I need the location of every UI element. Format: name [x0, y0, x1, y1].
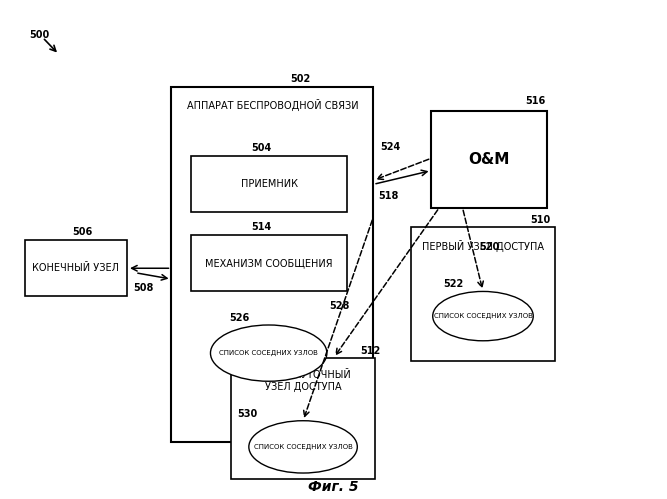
- Text: СПИСОК СОСЕДНИХ УЗЛОВ: СПИСОК СОСЕДНИХ УЗЛОВ: [253, 444, 353, 450]
- Text: АППАРАТ БЕСПРОВОДНОЙ СВЯЗИ: АППАРАТ БЕСПРОВОДНОЙ СВЯЗИ: [187, 99, 358, 111]
- Ellipse shape: [211, 325, 327, 381]
- Text: 526: 526: [229, 312, 249, 322]
- Text: МЕХАНИЗМ СООБЩЕНИЯ: МЕХАНИЗМ СООБЩЕНИЯ: [205, 258, 333, 268]
- FancyBboxPatch shape: [191, 156, 347, 213]
- FancyBboxPatch shape: [191, 235, 347, 291]
- Text: 500: 500: [29, 30, 49, 40]
- FancyBboxPatch shape: [231, 358, 375, 479]
- Text: 512: 512: [360, 346, 380, 356]
- Text: 502: 502: [291, 74, 311, 84]
- Text: СПИСОК СОСЕДНИХ УЗЛОВ: СПИСОК СОСЕДНИХ УЗЛОВ: [219, 350, 318, 356]
- FancyBboxPatch shape: [432, 111, 547, 208]
- Text: 518: 518: [378, 191, 399, 201]
- Ellipse shape: [249, 421, 358, 473]
- Text: ПЕРВЫЙ УЗЕЛ ДОСТУПА: ПЕРВЫЙ УЗЕЛ ДОСТУПА: [422, 240, 544, 251]
- Text: 514: 514: [251, 222, 271, 232]
- Text: 528: 528: [329, 301, 350, 311]
- FancyBboxPatch shape: [25, 240, 127, 296]
- Text: 508: 508: [133, 283, 153, 293]
- Text: O&M: O&M: [469, 152, 510, 167]
- Text: 516: 516: [526, 96, 546, 106]
- Text: Фиг. 5: Фиг. 5: [308, 480, 359, 494]
- Text: 522: 522: [444, 279, 464, 289]
- Text: 504: 504: [251, 143, 271, 153]
- Text: 524: 524: [380, 142, 401, 152]
- Text: СПИСОК СОСЕДНИХ УЗЛОВ: СПИСОК СОСЕДНИХ УЗЛОВ: [434, 313, 532, 319]
- Ellipse shape: [433, 291, 533, 341]
- FancyBboxPatch shape: [171, 87, 374, 442]
- Text: 530: 530: [237, 409, 258, 419]
- Text: КОНЕЧНЫЙ УЗЕЛ: КОНЕЧНЫЙ УЗЕЛ: [33, 263, 119, 273]
- Text: 506: 506: [72, 227, 93, 237]
- Text: ПРОМЕЖУТОЧНЫЙ
УЗЕЛ ДОСТУПА: ПРОМЕЖУТОЧНЫЙ УЗЕЛ ДОСТУПА: [255, 370, 351, 392]
- Text: 510: 510: [531, 215, 551, 225]
- Text: 520: 520: [479, 242, 500, 252]
- Text: ПРИЕМНИК: ПРИЕМНИК: [241, 179, 297, 189]
- FancyBboxPatch shape: [411, 228, 555, 360]
